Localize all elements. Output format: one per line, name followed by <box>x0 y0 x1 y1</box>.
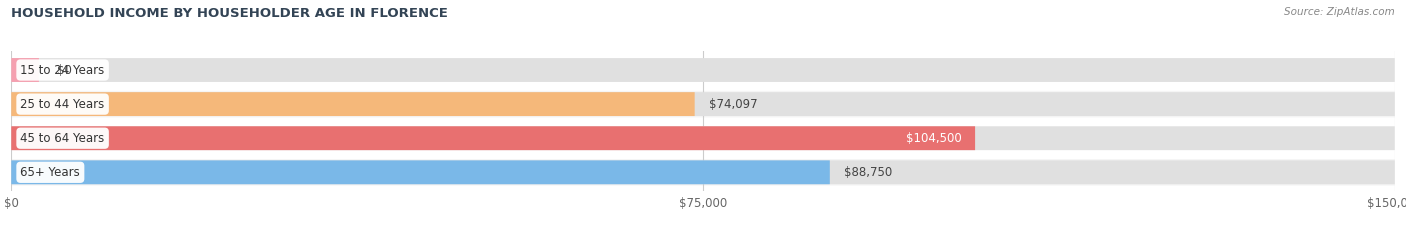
Text: $88,750: $88,750 <box>844 166 891 179</box>
FancyBboxPatch shape <box>11 92 695 116</box>
FancyBboxPatch shape <box>11 159 1395 186</box>
FancyBboxPatch shape <box>11 126 976 150</box>
Text: 65+ Years: 65+ Years <box>21 166 80 179</box>
Text: HOUSEHOLD INCOME BY HOUSEHOLDER AGE IN FLORENCE: HOUSEHOLD INCOME BY HOUSEHOLDER AGE IN F… <box>11 7 449 20</box>
Text: $104,500: $104,500 <box>905 132 962 145</box>
Text: Source: ZipAtlas.com: Source: ZipAtlas.com <box>1284 7 1395 17</box>
FancyBboxPatch shape <box>11 160 830 184</box>
Text: 45 to 64 Years: 45 to 64 Years <box>21 132 104 145</box>
Text: 25 to 44 Years: 25 to 44 Years <box>21 98 104 111</box>
FancyBboxPatch shape <box>11 125 1395 151</box>
FancyBboxPatch shape <box>11 126 1395 150</box>
FancyBboxPatch shape <box>11 58 1395 82</box>
Text: 15 to 24 Years: 15 to 24 Years <box>21 64 104 76</box>
FancyBboxPatch shape <box>11 57 1395 83</box>
FancyBboxPatch shape <box>11 58 39 82</box>
FancyBboxPatch shape <box>11 92 1395 116</box>
FancyBboxPatch shape <box>11 91 1395 117</box>
FancyBboxPatch shape <box>11 160 1395 184</box>
Text: $0: $0 <box>58 64 72 76</box>
Text: $74,097: $74,097 <box>709 98 758 111</box>
